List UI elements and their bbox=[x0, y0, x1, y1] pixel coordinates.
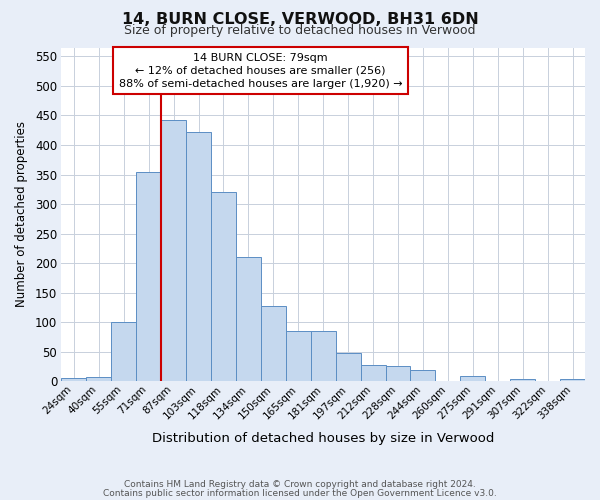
Bar bbox=[86, 377, 111, 382]
Bar bbox=[311, 331, 335, 382]
Text: Size of property relative to detached houses in Verwood: Size of property relative to detached ho… bbox=[124, 24, 476, 37]
Bar bbox=[136, 172, 161, 382]
Text: 14, BURN CLOSE, VERWOOD, BH31 6DN: 14, BURN CLOSE, VERWOOD, BH31 6DN bbox=[122, 12, 478, 28]
Text: 14 BURN CLOSE: 79sqm
← 12% of detached houses are smaller (256)
88% of semi-deta: 14 BURN CLOSE: 79sqm ← 12% of detached h… bbox=[119, 52, 402, 89]
Bar bbox=[236, 257, 261, 382]
Bar bbox=[61, 378, 86, 382]
Bar bbox=[111, 322, 136, 382]
Text: Contains public sector information licensed under the Open Government Licence v3: Contains public sector information licen… bbox=[103, 488, 497, 498]
Bar bbox=[510, 379, 535, 382]
Bar bbox=[186, 132, 211, 382]
Bar bbox=[386, 366, 410, 382]
Bar bbox=[460, 376, 485, 382]
Y-axis label: Number of detached properties: Number of detached properties bbox=[15, 122, 28, 308]
Bar bbox=[560, 380, 585, 382]
Bar bbox=[161, 120, 186, 382]
Bar bbox=[410, 370, 436, 382]
Bar bbox=[261, 306, 286, 382]
Bar bbox=[211, 192, 236, 382]
Text: Contains HM Land Registry data © Crown copyright and database right 2024.: Contains HM Land Registry data © Crown c… bbox=[124, 480, 476, 489]
Bar bbox=[286, 331, 311, 382]
Bar bbox=[335, 354, 361, 382]
X-axis label: Distribution of detached houses by size in Verwood: Distribution of detached houses by size … bbox=[152, 432, 494, 445]
Bar bbox=[361, 364, 386, 382]
